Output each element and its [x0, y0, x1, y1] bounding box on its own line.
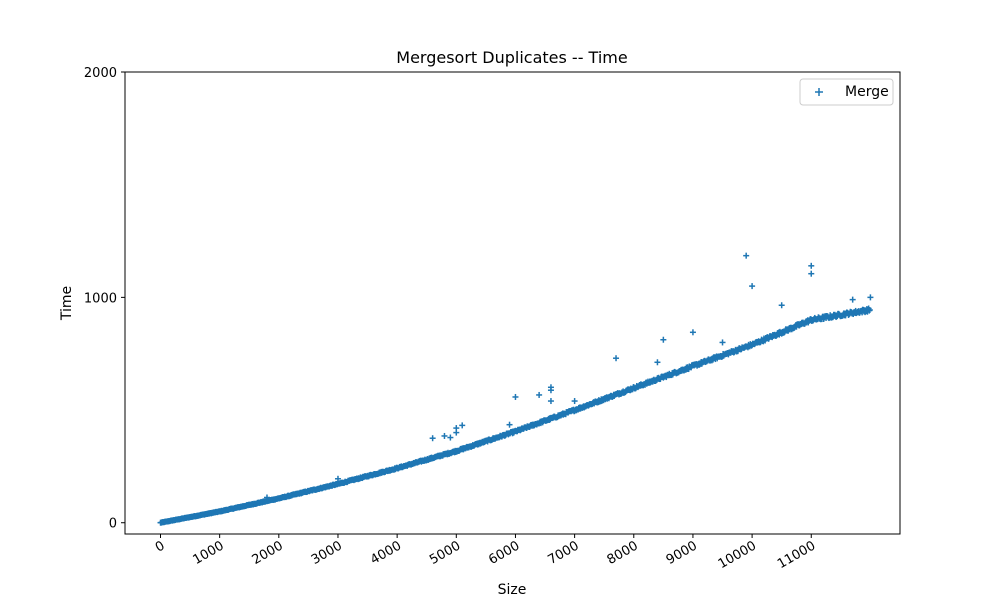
scatter-point	[536, 391, 543, 398]
scatter-point	[849, 296, 856, 303]
scatter-point	[689, 329, 696, 336]
x-tick-label: 11000	[775, 538, 818, 572]
scatter-point	[547, 398, 554, 405]
scatter-point	[613, 355, 620, 362]
scatter-point	[808, 262, 815, 269]
scatter-point	[447, 434, 454, 441]
scatter-point	[778, 302, 785, 309]
scatter-point	[441, 432, 448, 439]
x-axis-ticks: 0 1000 2000 3000 4000 5000 6000 7000 8000 9000 100…	[153, 534, 818, 572]
scatter-point	[453, 429, 460, 436]
scatter-point	[512, 393, 519, 400]
y-axis-ticks: 0 1000 2000	[84, 66, 125, 532]
scatter-point	[654, 359, 661, 366]
x-tick-label: 8000	[605, 538, 641, 568]
x-tick-label: 9000	[664, 538, 700, 568]
legend-label-merge: Merge	[845, 84, 889, 100]
scatter-point	[429, 435, 436, 442]
y-tick-label: 1000	[84, 291, 117, 306]
scatter-point	[866, 306, 873, 313]
x-tick-label: 3000	[309, 538, 345, 568]
legend-box	[799, 78, 894, 106]
scatter-point	[459, 422, 466, 429]
scatter-point	[749, 283, 756, 290]
scatter-points	[157, 252, 874, 526]
scatter-point	[334, 475, 341, 482]
scatter-point	[867, 294, 874, 301]
plot-area-frame	[124, 71, 901, 535]
scatter-point	[506, 421, 513, 428]
x-tick-label: 10000	[716, 538, 759, 572]
scatter-point	[660, 336, 667, 343]
scatter-point	[547, 384, 554, 391]
scatter-point	[808, 270, 815, 277]
legend: Merge	[799, 78, 894, 106]
x-tick-label: 4000	[368, 538, 404, 568]
scatter-point	[571, 398, 578, 405]
x-tick-label: 5000	[427, 538, 463, 568]
y-tick-label: 0	[109, 517, 117, 532]
y-tick-label: 2000	[84, 66, 117, 81]
scatter-point	[743, 252, 750, 259]
x-tick-label: 0	[153, 538, 168, 555]
scatter-point	[263, 494, 270, 501]
x-tick-label: 1000	[190, 538, 226, 568]
scatter-point	[719, 339, 726, 346]
x-tick-label: 6000	[486, 538, 522, 568]
x-axis-label: Size	[498, 582, 527, 598]
x-tick-label: 7000	[545, 538, 581, 568]
y-axis-label: Time	[59, 286, 75, 321]
x-tick-label: 2000	[250, 538, 286, 568]
chart-title: Mergesort Duplicates -- Time	[396, 48, 627, 67]
legend-marker	[815, 88, 823, 96]
